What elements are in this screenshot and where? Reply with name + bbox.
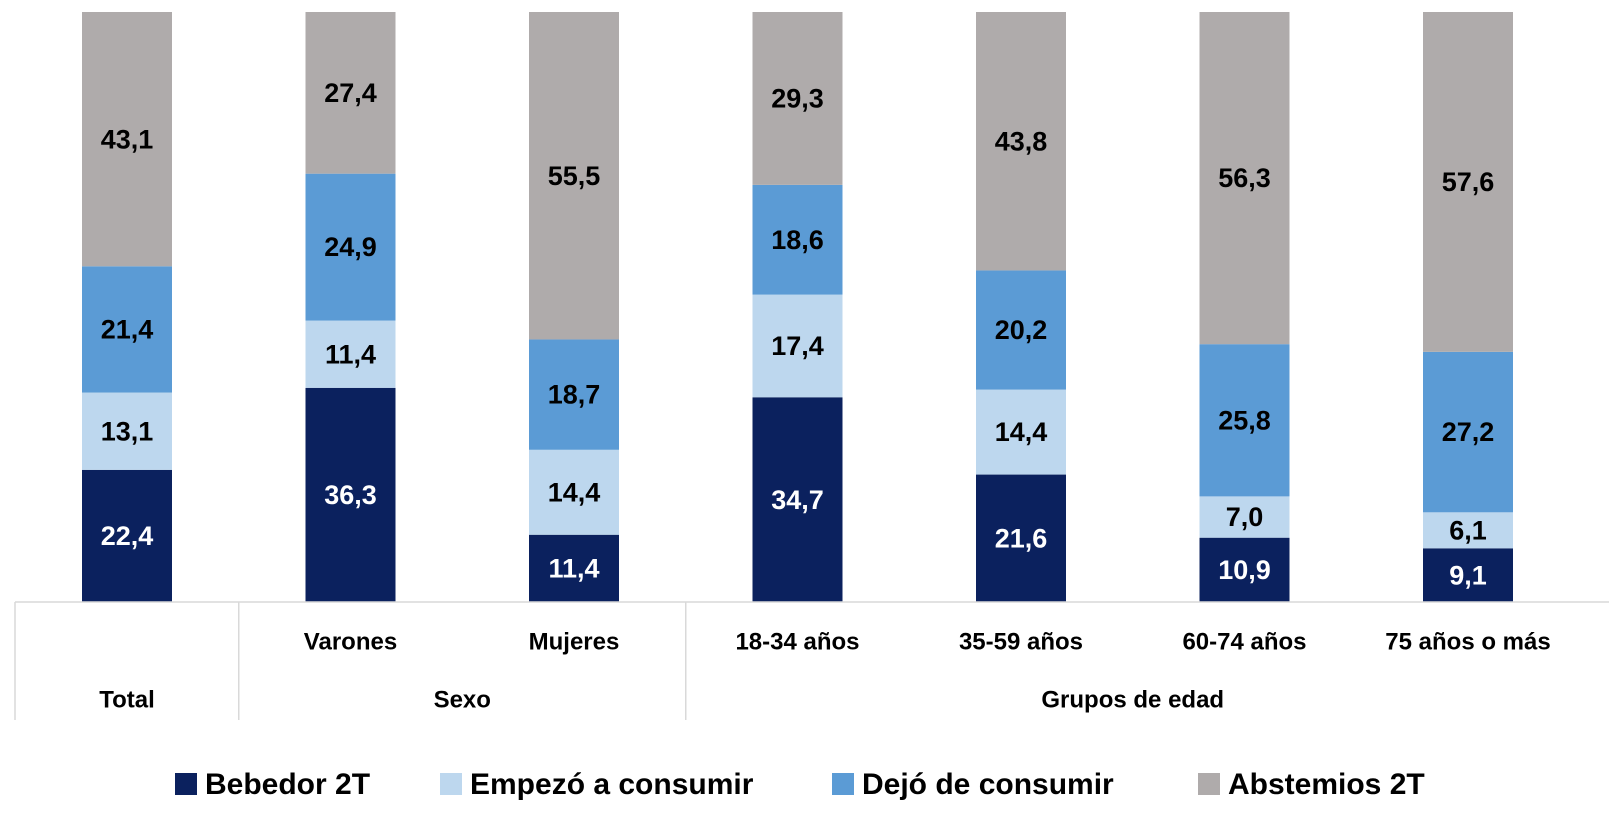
data-label: 57,6	[1442, 167, 1495, 197]
data-label: 6,1	[1449, 515, 1487, 545]
data-label: 22,4	[101, 521, 154, 551]
bar-segment	[976, 270, 1066, 390]
data-label: 21,6	[995, 523, 1048, 553]
data-label: 21,4	[101, 315, 154, 345]
data-label: 13,1	[101, 416, 154, 446]
bar-segment	[82, 266, 172, 393]
group-label: Grupos de edad	[1041, 686, 1224, 713]
bar-segment	[529, 534, 619, 602]
legend-label: Dejó de consumir	[862, 768, 1114, 801]
data-label: 55,5	[548, 161, 601, 191]
legend-swatch	[175, 773, 197, 795]
bar-segment	[976, 389, 1066, 475]
data-label: 25,8	[1218, 405, 1271, 435]
bar-segment	[305, 387, 396, 602]
data-label: 36,3	[324, 480, 377, 510]
group-label: Total	[99, 686, 155, 713]
bar-segment	[529, 339, 619, 450]
bar-segment	[82, 392, 172, 470]
bar-segment	[1423, 512, 1513, 549]
data-label: 7,0	[1226, 502, 1264, 532]
legend-swatch	[440, 773, 462, 795]
bar-segment	[752, 184, 843, 295]
data-label: 34,7	[771, 485, 824, 515]
bar-segment	[1423, 351, 1513, 513]
bar-segment	[82, 469, 172, 602]
data-label: 14,4	[548, 477, 601, 507]
legend-label: Bebedor 2T	[205, 768, 370, 801]
data-label: 29,3	[771, 84, 824, 114]
x-tick-label: 35-59 años	[959, 628, 1083, 655]
bar-segment	[752, 12, 843, 185]
legend-label: Abstemios 2T	[1228, 768, 1425, 801]
bar-segment	[529, 449, 619, 535]
data-label: 18,7	[548, 380, 601, 410]
data-label: 27,2	[1442, 417, 1495, 447]
bar-segment	[752, 294, 843, 398]
bar-segment	[1423, 12, 1513, 352]
data-label: 11,4	[548, 553, 599, 583]
x-tick-label: 75 años o más	[1385, 628, 1550, 655]
data-label: 20,2	[995, 315, 1048, 345]
bar-segment	[1199, 12, 1290, 345]
legend-label: Empezó a consumir	[470, 768, 754, 801]
data-label: 10,9	[1218, 555, 1271, 585]
group-label: Sexo	[434, 686, 491, 713]
x-tick-label: Mujeres	[529, 628, 620, 655]
legend-swatch	[832, 773, 854, 795]
bar-segment	[752, 397, 843, 602]
data-label: 27,4	[324, 78, 377, 108]
data-label: 14,4	[995, 417, 1048, 447]
bar-segment	[976, 474, 1066, 602]
bar-segment	[82, 12, 172, 267]
data-label: 9,1	[1449, 560, 1487, 590]
bar-segment	[305, 320, 396, 388]
bar-segment	[1199, 344, 1290, 497]
x-tick-label: 60-74 años	[1182, 628, 1306, 655]
data-label: 43,8	[995, 126, 1048, 156]
bar-segment	[529, 12, 619, 340]
data-label: 24,9	[324, 232, 377, 262]
bar-segment	[305, 173, 396, 321]
data-label: 56,3	[1218, 163, 1271, 193]
data-label: 18,6	[771, 225, 824, 255]
x-tick-label: Varones	[304, 628, 397, 655]
data-label: 11,4	[325, 339, 376, 369]
bar-segment	[1199, 496, 1290, 538]
data-label: 43,1	[101, 124, 154, 154]
bar-segment	[1423, 548, 1513, 602]
data-label: 17,4	[771, 331, 824, 361]
bar-segment	[305, 12, 396, 174]
legend-swatch	[1198, 773, 1220, 795]
bar-segment	[976, 12, 1066, 271]
bar-segment	[1199, 537, 1290, 602]
x-tick-label: 18-34 años	[735, 628, 859, 655]
